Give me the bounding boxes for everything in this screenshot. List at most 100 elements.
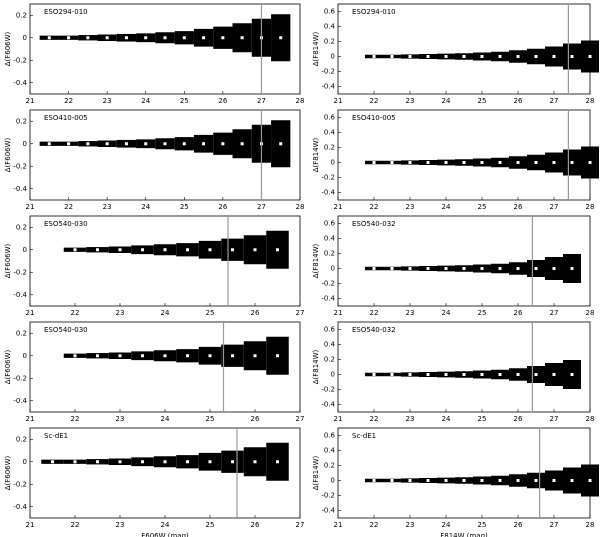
panel-title: ESO410-005 xyxy=(44,114,88,122)
plot-frame xyxy=(337,215,591,307)
x-tick-label: 25 xyxy=(478,97,487,105)
x-tick-label: 24 xyxy=(442,521,451,529)
x-tick-label: 26 xyxy=(514,203,523,211)
x-tick-label: 26 xyxy=(218,97,227,105)
mean-point xyxy=(86,36,90,40)
x-tick-label: 21 xyxy=(26,521,35,529)
mean-point xyxy=(408,267,412,270)
mean-point xyxy=(279,36,283,40)
mean-point xyxy=(498,55,502,58)
mean-point xyxy=(588,479,592,482)
x-tick-label: 24 xyxy=(141,97,150,105)
y-tick-label: -0.4 xyxy=(321,295,335,303)
x-tick-label: 26 xyxy=(514,309,523,317)
mean-point xyxy=(186,248,189,252)
x-tick-label: 25 xyxy=(478,415,487,423)
mean-point xyxy=(118,248,122,252)
y-tick-label: 0.6 xyxy=(324,326,336,334)
mean-point xyxy=(276,460,279,464)
y-tick-label: -0.4 xyxy=(321,401,335,409)
x-tick-label: 28 xyxy=(586,521,595,529)
x-tick-label: 21 xyxy=(26,415,35,423)
mean-point xyxy=(390,373,394,376)
x-tick-label: 25 xyxy=(478,521,487,529)
mean-point xyxy=(240,142,244,146)
y-tick-label: -0.2 xyxy=(13,374,27,382)
mean-point xyxy=(462,161,466,164)
mean-point xyxy=(570,479,574,482)
y-tick-label: 0.6 xyxy=(324,114,336,122)
mean-point xyxy=(588,161,592,164)
x-axis-label: F606W (mag) xyxy=(141,532,189,537)
panel-title: ESO540-030 xyxy=(44,220,88,228)
x-tick-label: 27 xyxy=(550,415,559,423)
mean-point xyxy=(253,354,257,358)
x-tick-label: 28 xyxy=(586,97,595,105)
y-tick-label: 0.2 xyxy=(324,250,335,258)
mean-point xyxy=(182,36,186,40)
mean-point xyxy=(231,248,234,252)
mean-point xyxy=(390,161,394,164)
y-tick-label: 0.2 xyxy=(324,38,335,46)
mean-point xyxy=(105,36,109,40)
mean-point xyxy=(372,267,376,270)
x-tick-label: 27 xyxy=(550,97,559,105)
x-tick-label: 21 xyxy=(26,309,35,317)
x-tick-label: 22 xyxy=(71,309,80,317)
y-tick-label: -0.2 xyxy=(13,162,27,170)
x-tick-label: 22 xyxy=(64,203,73,211)
x-tick-label: 25 xyxy=(206,521,215,529)
y-tick-label: -0.4 xyxy=(13,291,27,299)
mean-point xyxy=(163,36,167,40)
mean-point xyxy=(124,36,128,40)
mean-point xyxy=(96,460,99,464)
x-tick-label: 21 xyxy=(334,97,343,105)
mean-point xyxy=(552,55,556,58)
mean-point xyxy=(480,479,484,482)
y-axis-label: Δ(F606W) xyxy=(4,349,12,384)
x-tick-label: 28 xyxy=(296,203,305,211)
x-tick-label: 26 xyxy=(514,415,523,423)
mean-point xyxy=(240,36,244,40)
mean-point xyxy=(276,354,279,358)
x-tick-label: 21 xyxy=(334,203,343,211)
mean-point xyxy=(516,373,520,376)
mean-point xyxy=(73,460,77,464)
mean-point xyxy=(498,267,502,270)
mean-point xyxy=(570,373,574,376)
y-axis-label: Δ(F814W) xyxy=(312,137,320,172)
mean-point xyxy=(552,161,556,164)
mean-point xyxy=(96,248,99,252)
mean-point xyxy=(552,267,556,270)
y-tick-label: 0.2 xyxy=(16,117,27,125)
mean-point xyxy=(480,55,484,58)
mean-point xyxy=(408,161,412,164)
x-tick-label: 23 xyxy=(103,203,112,211)
mean-point xyxy=(462,373,466,376)
mean-point xyxy=(570,55,574,58)
mean-point xyxy=(67,36,71,40)
mean-point xyxy=(462,55,466,58)
plot-frame xyxy=(29,3,301,95)
y-tick-label: 0.4 xyxy=(324,341,336,349)
x-tick-label: 23 xyxy=(406,521,415,529)
x-tick-label: 27 xyxy=(550,203,559,211)
y-tick-label: 0.4 xyxy=(324,235,336,243)
x-tick-label: 28 xyxy=(586,415,595,423)
mean-point xyxy=(408,55,412,58)
y-tick-label: -0.4 xyxy=(321,83,335,91)
mean-point xyxy=(444,161,448,164)
plot-frame xyxy=(337,321,591,413)
y-tick-label: 0.6 xyxy=(324,220,336,228)
x-tick-label: 28 xyxy=(586,203,595,211)
x-tick-label: 24 xyxy=(442,309,451,317)
y-tick-label: 0 xyxy=(23,246,27,254)
x-tick-label: 21 xyxy=(26,203,35,211)
mean-point xyxy=(202,36,206,40)
y-tick-label: 0 xyxy=(23,458,27,466)
x-tick-label: 28 xyxy=(296,97,305,105)
mean-point xyxy=(144,36,148,40)
y-tick-label: 0.2 xyxy=(16,11,27,19)
mean-point xyxy=(141,460,144,464)
